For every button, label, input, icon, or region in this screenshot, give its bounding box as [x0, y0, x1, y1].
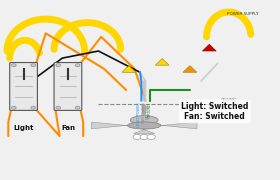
Circle shape	[75, 106, 80, 109]
Circle shape	[56, 106, 60, 109]
Text: CEILING: CEILING	[221, 98, 237, 102]
Text: LIGHT POWER: LIGHT POWER	[137, 102, 141, 127]
Polygon shape	[202, 44, 216, 51]
Polygon shape	[122, 66, 136, 72]
Polygon shape	[134, 129, 155, 134]
FancyBboxPatch shape	[10, 62, 38, 110]
Text: NEUTRAL: NEUTRAL	[146, 102, 150, 119]
Circle shape	[133, 134, 141, 140]
Ellipse shape	[130, 116, 158, 125]
Polygon shape	[183, 66, 197, 72]
Circle shape	[12, 106, 16, 109]
Circle shape	[56, 64, 60, 67]
Circle shape	[75, 64, 80, 67]
Circle shape	[147, 134, 155, 140]
Circle shape	[12, 64, 16, 67]
Polygon shape	[91, 122, 136, 129]
Circle shape	[31, 64, 36, 67]
Text: GROUND: GROUND	[148, 102, 152, 118]
Polygon shape	[155, 58, 169, 65]
FancyBboxPatch shape	[54, 62, 82, 110]
Polygon shape	[134, 117, 155, 122]
Text: Light: Switched
Fan: Switched: Light: Switched Fan: Switched	[181, 102, 249, 121]
Circle shape	[140, 134, 148, 140]
Text: Light: Light	[13, 125, 34, 131]
Circle shape	[31, 106, 36, 109]
Polygon shape	[152, 122, 197, 129]
Text: FAN POWER: FAN POWER	[143, 102, 146, 123]
Text: Fan: Fan	[61, 125, 75, 131]
Text: POWER SUPPLY: POWER SUPPLY	[227, 12, 258, 16]
Ellipse shape	[127, 122, 161, 129]
